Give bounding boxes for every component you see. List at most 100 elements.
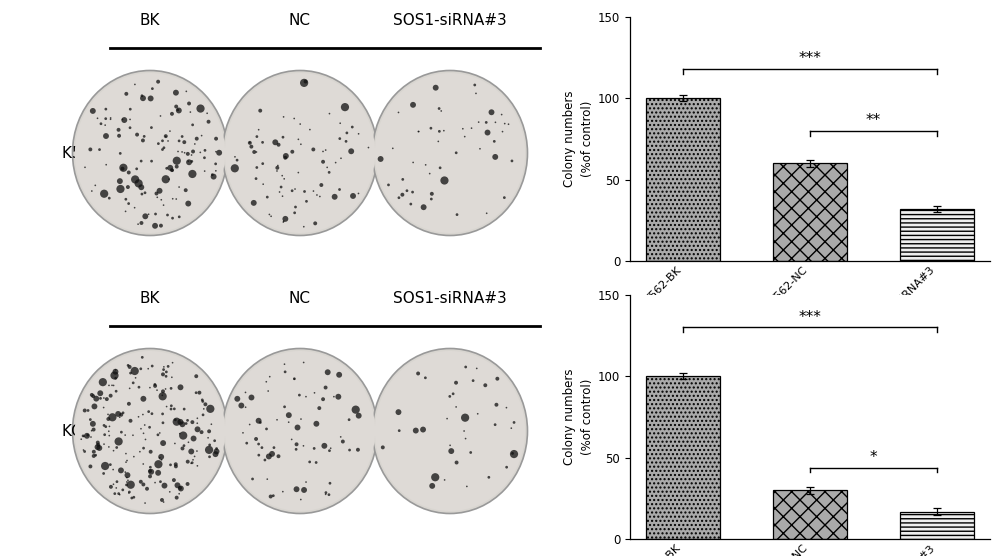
Point [333,433,349,441]
Point [172,418,188,426]
Point [238,403,254,411]
Point [293,140,309,148]
Point [115,485,131,494]
Point [124,494,140,503]
Point [265,492,281,500]
Point [77,163,93,172]
Point [113,466,129,475]
Point [331,370,347,379]
Point [139,484,155,493]
Point [208,147,224,156]
Point [103,115,119,123]
Point [455,125,471,133]
Point [90,440,106,449]
Point [302,125,318,134]
Point [143,447,159,456]
Ellipse shape [72,71,227,236]
Point [503,424,519,433]
Point [182,108,198,117]
Point [150,77,166,86]
Point [137,212,153,221]
Point [115,163,131,172]
Point [126,452,142,461]
Point [308,419,324,428]
Point [178,87,194,96]
Point [344,122,360,131]
Point [431,104,447,113]
Point [259,192,275,201]
Point [112,177,128,186]
Point [113,410,129,419]
Point [229,394,245,403]
Point [112,149,128,158]
Point [481,473,497,481]
Point [457,132,473,141]
Point [118,90,134,98]
Point [108,365,124,374]
Point [106,371,122,380]
Point [119,473,135,482]
Point [415,425,431,434]
Point [85,391,101,400]
Point [260,386,276,395]
Point [160,211,176,220]
Point [161,175,177,183]
Point [242,420,258,429]
Point [118,207,134,216]
Point [158,132,174,141]
Point [432,163,448,172]
Point [142,383,158,392]
Point [147,221,163,230]
Point [101,381,117,390]
Point [430,137,446,146]
Text: KCL-22 cell: KCL-22 cell [62,424,147,439]
Point [298,197,314,206]
Point [118,458,134,466]
Point [288,445,304,454]
Point [403,200,419,208]
Point [472,145,488,153]
Point [445,389,461,398]
Point [448,148,464,157]
Bar [646,98,720,261]
Point [131,383,147,391]
Point [243,142,259,151]
Point [479,209,495,218]
Point [142,466,158,475]
Point [395,175,411,184]
Point [318,383,334,392]
Point [152,186,168,195]
Point [75,445,91,454]
Point [194,131,210,140]
Point [192,148,208,157]
Point [313,181,329,190]
Point [448,403,464,411]
Point [95,378,111,386]
Point [184,418,200,426]
Point [338,137,354,146]
Point [137,188,153,197]
Point [80,431,96,440]
Point [468,89,484,98]
Point [248,174,264,183]
Point [180,457,196,466]
Point [459,482,475,491]
Point [131,413,147,421]
Point [96,421,112,430]
Point [92,145,108,154]
Point [153,453,169,461]
Point [80,406,96,415]
Point [427,473,443,481]
Point [418,161,434,170]
Point [289,440,305,449]
Point [177,148,193,157]
Point [120,476,136,485]
Point [488,400,504,409]
Point [133,219,149,227]
Point [153,221,169,230]
Point [162,127,178,136]
Point [448,378,464,387]
Point [121,399,137,408]
Point [160,362,176,371]
Point [77,406,93,415]
